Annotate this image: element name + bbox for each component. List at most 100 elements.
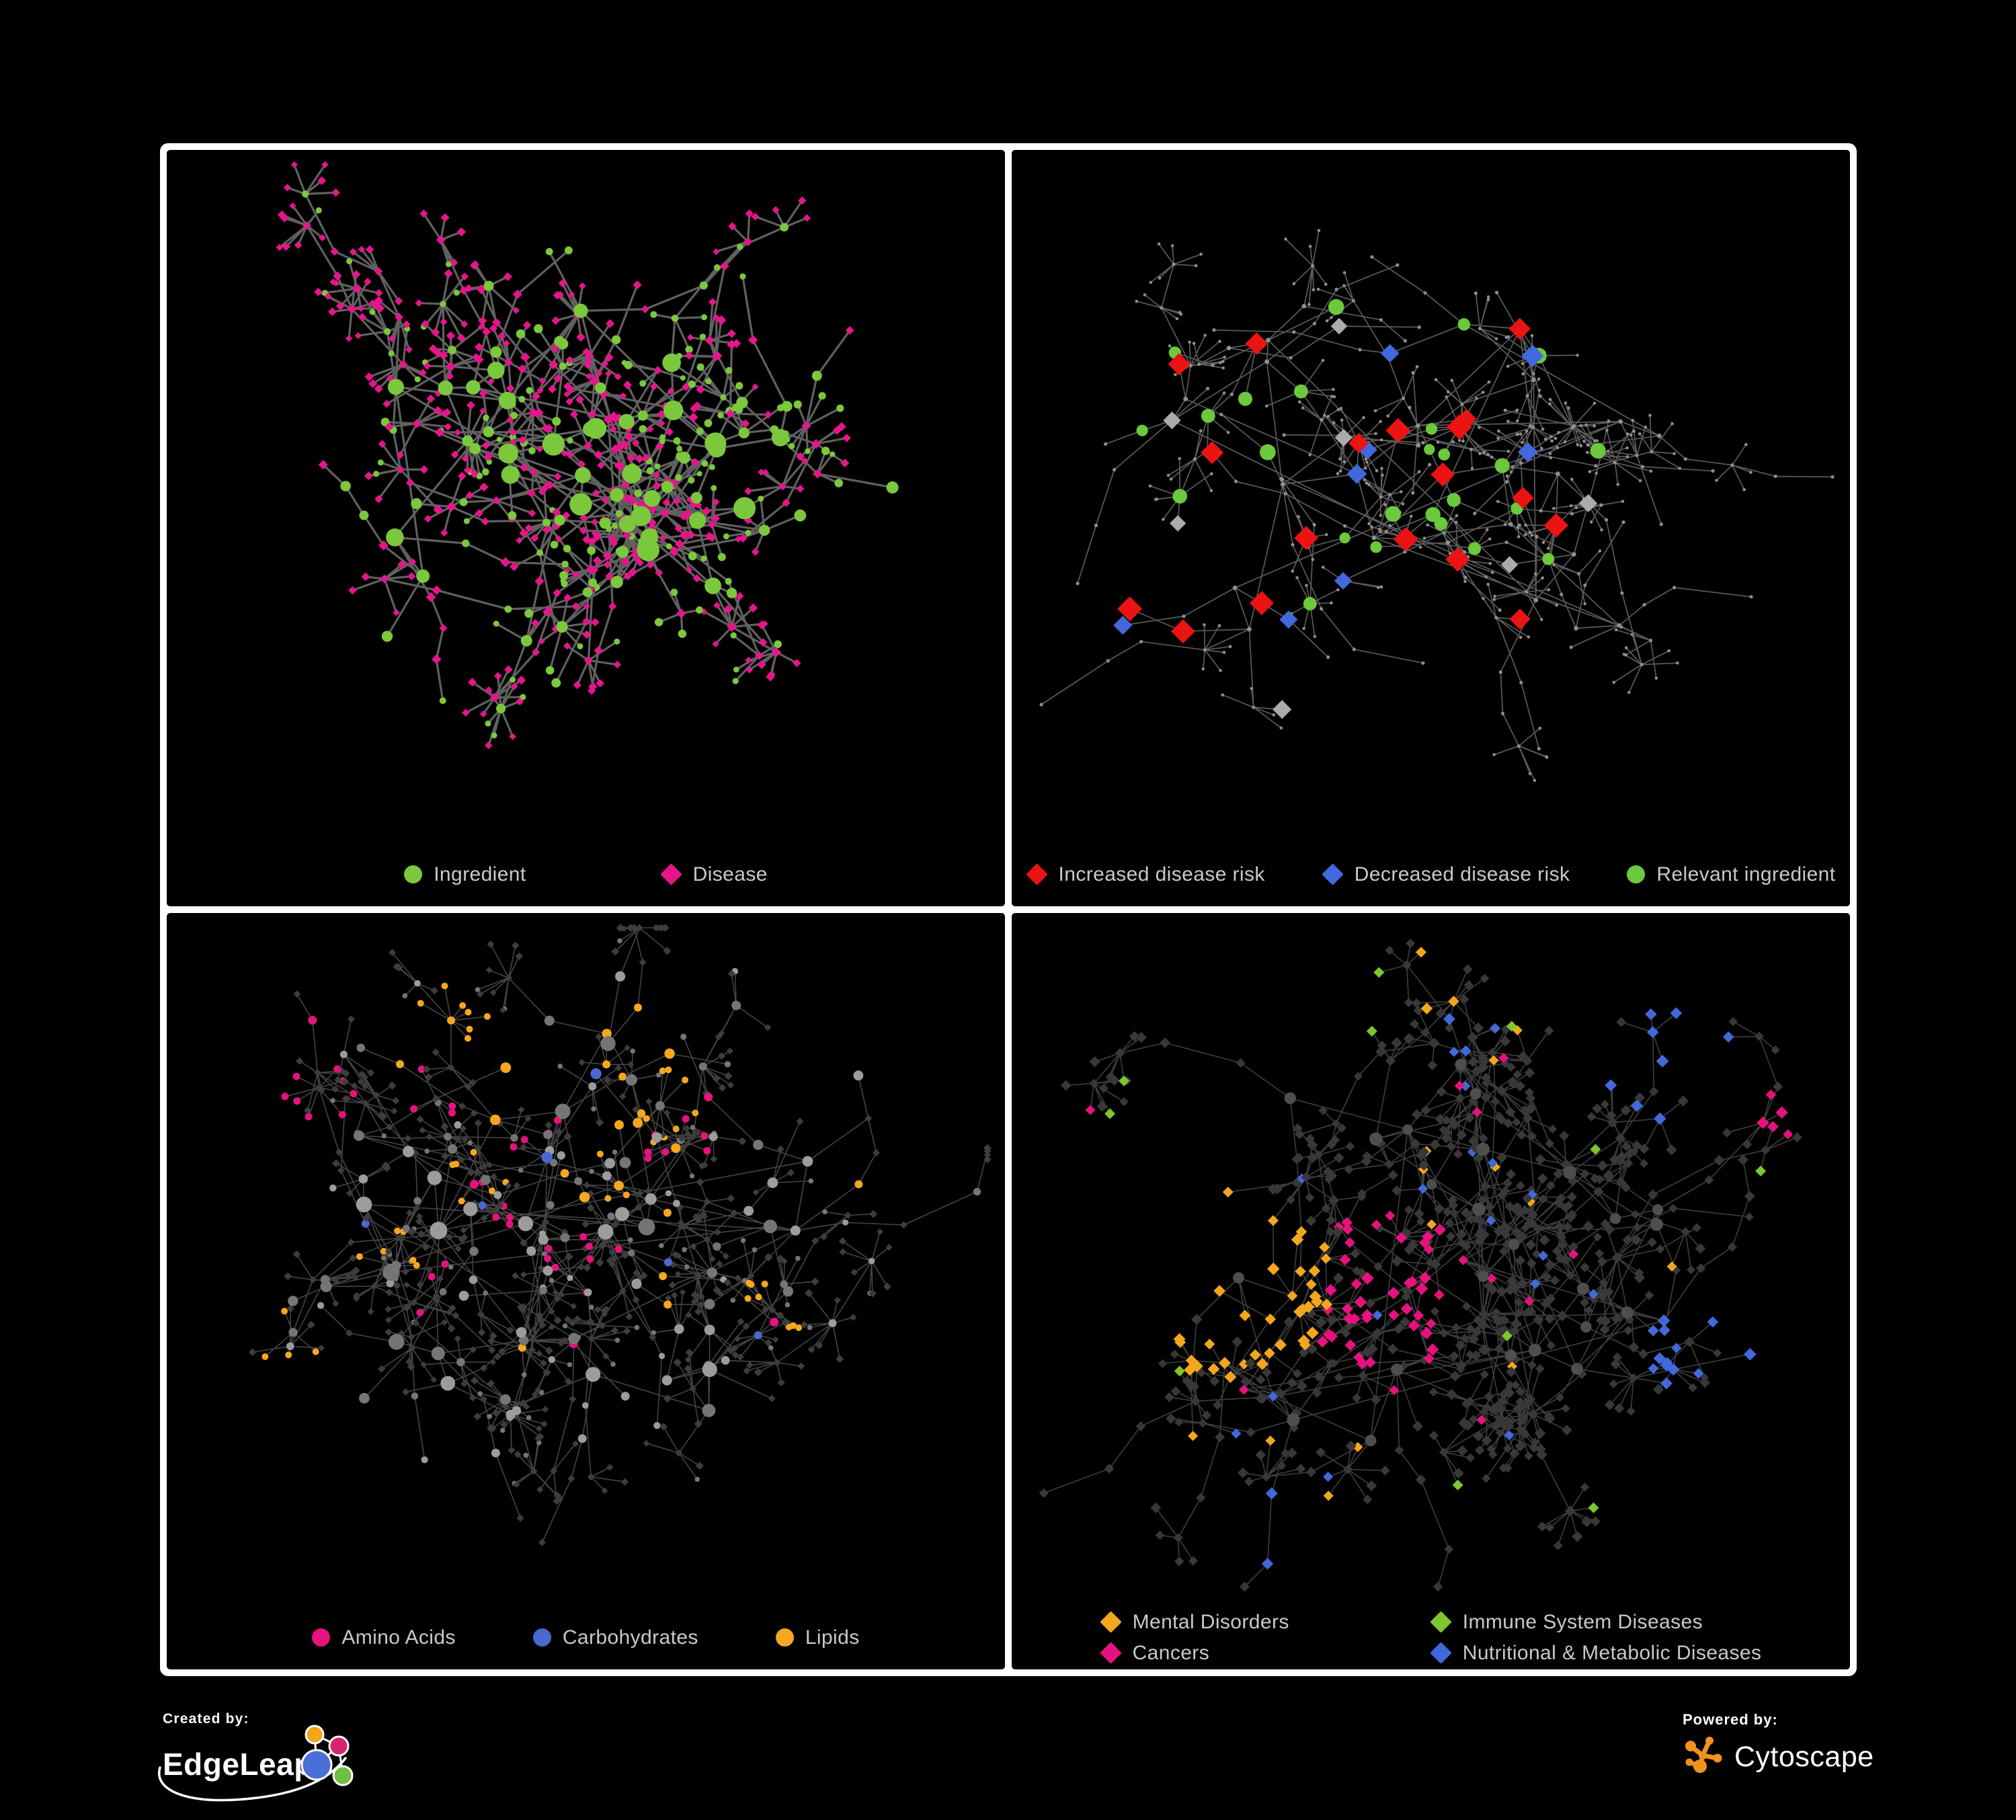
network-node[interactable] [506,1327,514,1334]
network-node[interactable] [1517,1130,1527,1140]
network-node[interactable] [526,1415,532,1421]
network-node[interactable] [1538,1251,1548,1261]
network-node[interactable] [1328,1195,1340,1206]
network-node[interactable] [551,1263,559,1271]
network-node[interactable] [489,1359,496,1366]
network-node[interactable] [1185,1380,1197,1391]
network-node[interactable] [657,924,666,932]
network-node[interactable] [684,351,694,360]
network-node[interactable] [633,1117,643,1128]
network-node[interactable] [1279,726,1283,729]
network-node[interactable] [1631,1140,1642,1151]
network-node[interactable] [1471,1107,1482,1117]
network-node[interactable] [1341,1217,1353,1228]
network-node[interactable] [1170,244,1174,247]
network-node[interactable] [598,1241,607,1250]
network-node[interactable] [391,1107,398,1115]
network-node[interactable] [1222,391,1226,395]
network-node[interactable] [614,1181,624,1191]
network-node[interactable] [528,407,538,418]
network-node[interactable] [1506,1366,1517,1378]
network-node[interactable] [1158,1359,1168,1368]
network-node[interactable] [1544,1413,1556,1424]
network-node[interactable] [1644,1290,1654,1300]
network-node[interactable] [1292,1368,1302,1378]
network-node[interactable] [625,1074,637,1086]
network-node[interactable] [1402,396,1406,400]
network-node[interactable] [261,1353,269,1360]
network-node[interactable] [1476,1415,1487,1425]
network-node[interactable] [1647,1237,1657,1248]
network-node[interactable] [834,1296,841,1304]
network-node[interactable] [1366,1480,1377,1491]
network-node[interactable] [409,1299,417,1306]
network-node[interactable] [639,958,647,966]
network-node[interactable] [380,1255,387,1261]
network-node[interactable] [493,621,499,627]
network-node[interactable] [465,1082,473,1091]
network-node[interactable] [1622,1234,1634,1245]
network-node[interactable] [489,1187,495,1195]
network-node[interactable] [1443,1207,1453,1217]
network-node[interactable] [1530,1279,1541,1289]
network-node[interactable] [1594,464,1598,468]
network-node[interactable] [1621,500,1625,503]
network-node[interactable] [469,1346,477,1353]
network-node[interactable] [1536,1449,1547,1461]
network-node[interactable] [540,1359,547,1367]
network-node[interactable] [1494,616,1498,620]
network-node[interactable] [1387,1343,1398,1355]
network-node[interactable] [1513,1070,1522,1079]
network-node[interactable] [628,1237,633,1242]
network-node[interactable] [1671,1343,1682,1353]
network-node[interactable] [513,1182,520,1189]
network-node[interactable] [1618,419,1623,424]
network-node[interactable] [1240,1581,1250,1592]
network-node[interactable] [609,425,617,433]
network-node[interactable] [553,472,562,481]
network-node[interactable] [1597,1160,1608,1171]
network-node[interactable] [424,514,432,523]
network-node[interactable] [1411,370,1415,374]
network-node[interactable] [699,281,708,290]
network-node[interactable] [743,237,753,247]
network-node[interactable] [1454,1080,1465,1091]
network-node[interactable] [644,1187,651,1195]
network-node[interactable] [679,530,690,541]
network-node[interactable] [1442,530,1446,535]
network-node[interactable] [850,1269,858,1276]
network-node[interactable] [433,406,443,416]
network-node[interactable] [1264,1347,1275,1359]
network-node[interactable] [660,508,670,518]
network-node[interactable] [411,498,422,510]
network-node[interactable] [1553,1169,1564,1179]
network-node[interactable] [1505,474,1509,478]
network-node[interactable] [385,1288,393,1297]
network-node[interactable] [842,1219,849,1226]
network-node[interactable] [683,1125,691,1132]
network-node[interactable] [697,1292,705,1301]
network-node[interactable] [844,1212,852,1220]
network-node[interactable] [359,510,369,520]
network-node[interactable] [563,642,571,650]
network-node[interactable] [1556,1310,1568,1322]
network-node[interactable] [738,427,750,438]
network-node[interactable] [1322,565,1325,569]
network-node[interactable] [1247,627,1252,632]
network-node[interactable] [447,1324,456,1333]
network-node[interactable] [752,1247,758,1253]
network-node[interactable] [1510,1380,1521,1390]
network-node[interactable] [1464,1113,1475,1123]
network-node[interactable] [577,643,583,649]
network-node[interactable] [1330,395,1334,398]
network-node[interactable] [496,436,502,442]
network-node[interactable] [553,290,562,300]
network-node[interactable] [583,602,590,610]
network-node[interactable] [477,1329,486,1337]
network-node[interactable] [1168,344,1172,348]
network-node[interactable] [1438,448,1451,461]
network-node[interactable] [352,1266,360,1275]
network-node[interactable] [1305,1466,1316,1478]
network-node[interactable] [611,947,620,956]
network-node[interactable] [1353,1441,1363,1452]
